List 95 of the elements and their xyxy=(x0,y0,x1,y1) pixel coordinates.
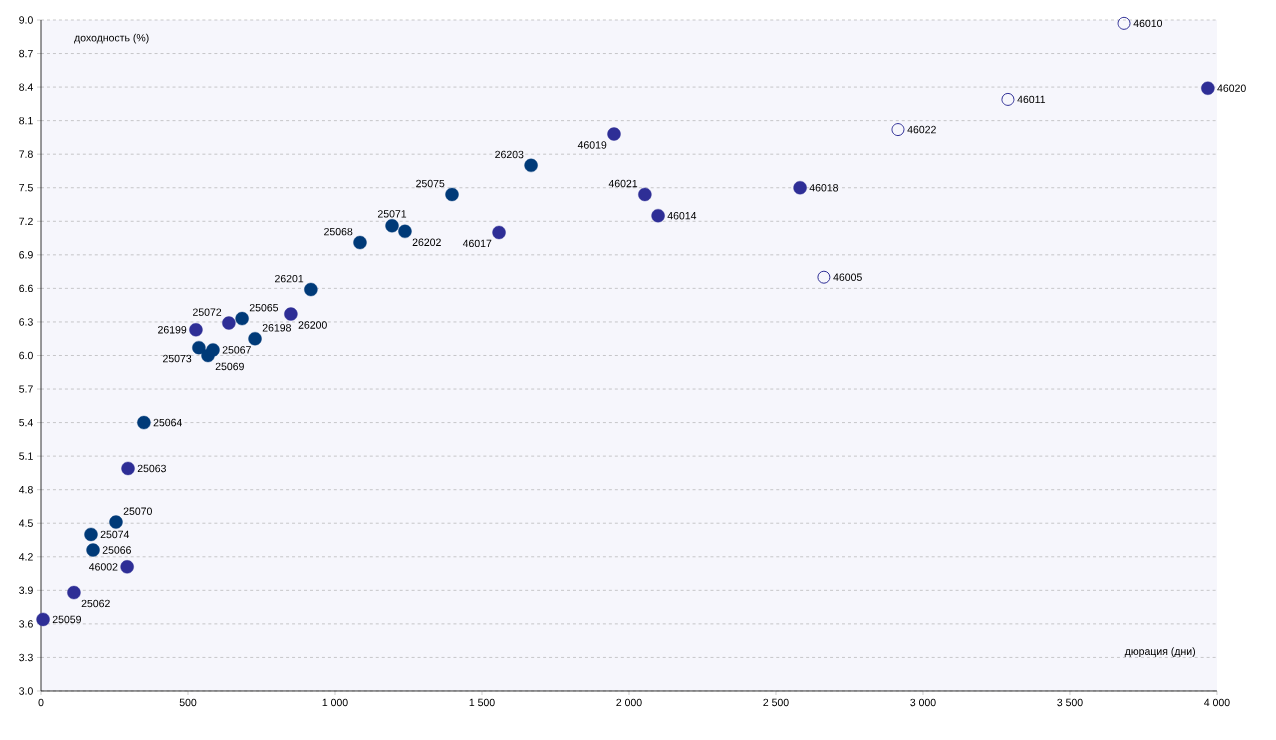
point xyxy=(284,307,298,321)
point xyxy=(817,270,831,284)
y-tick-label: 6.9 xyxy=(19,251,33,259)
y-tick-label: 7.5 xyxy=(19,184,33,192)
y-tick-label: 9.0 xyxy=(19,16,33,24)
annotation: 25075 xyxy=(416,179,445,188)
annotation: 25063 xyxy=(137,464,166,473)
x-tick-label: 2 000 xyxy=(616,698,642,707)
annotation: 46011 xyxy=(1017,95,1046,104)
y-tick-label: 4.8 xyxy=(18,485,33,494)
point xyxy=(1201,81,1215,95)
annotation: 46010 xyxy=(1133,19,1163,28)
x-axis-title: дюрация (дни) xyxy=(1124,647,1195,658)
point xyxy=(524,158,538,173)
point xyxy=(137,415,151,430)
y-tick-label: 7.8 xyxy=(19,150,33,158)
x-tick-label: 1 000 xyxy=(322,698,348,707)
y-tick-label: 3.9 xyxy=(19,586,33,595)
annotation: 46018 xyxy=(809,184,839,192)
annotation: 25069 xyxy=(215,362,244,371)
point xyxy=(192,340,206,355)
x-tick-label: 3 000 xyxy=(910,698,936,707)
x-tick-label: 2 500 xyxy=(763,698,789,707)
y-tick-label: 8.7 xyxy=(19,49,33,58)
point xyxy=(36,612,50,627)
point xyxy=(651,209,665,223)
annotation: 25071 xyxy=(377,210,407,218)
annotation: 25066 xyxy=(102,546,131,554)
point xyxy=(121,461,135,476)
y-tick-label: 5.7 xyxy=(19,385,33,393)
annotation: 25070 xyxy=(123,507,152,515)
point xyxy=(385,219,399,233)
y-tick-label: 8.4 xyxy=(19,83,33,91)
annotation: 46019 xyxy=(577,141,607,149)
point xyxy=(84,527,98,542)
y-tick-label: 5.1 xyxy=(19,452,33,460)
annotation: 46020 xyxy=(1217,84,1246,92)
y-tick-label: 4.5 xyxy=(18,519,33,527)
annotation: 46005 xyxy=(833,273,862,281)
y-tick-label: 5.4 xyxy=(19,418,33,427)
y-tick-label: 4.2 xyxy=(18,553,33,561)
annotation: 25065 xyxy=(249,303,279,312)
annotation: 46014 xyxy=(667,211,697,220)
point xyxy=(1117,16,1131,30)
annotation: 25068 xyxy=(324,227,353,236)
point xyxy=(607,127,621,141)
point xyxy=(189,323,203,337)
annotation: 46022 xyxy=(907,125,936,134)
y-tick-label: 6.0 xyxy=(19,351,33,360)
x-tick-label: 3 500 xyxy=(1057,698,1083,707)
point xyxy=(67,585,81,600)
point xyxy=(120,560,134,574)
y-tick-label: 3.6 xyxy=(19,620,33,628)
annotation: 26202 xyxy=(412,238,441,246)
point xyxy=(222,316,236,330)
x-tick-label: 500 xyxy=(179,698,197,707)
y-tick-label: 7.2 xyxy=(19,217,33,225)
point xyxy=(1001,92,1015,106)
x-tick-label: 4 000 xyxy=(1204,698,1230,707)
point xyxy=(206,343,220,357)
annotation: 25074 xyxy=(100,530,130,539)
annotation: 26200 xyxy=(298,321,327,329)
y-tick-label: 6.6 xyxy=(19,284,33,293)
x-tick-label: 1 500 xyxy=(469,698,495,707)
y-tick-label: 8.1 xyxy=(19,116,33,125)
annotation: 26199 xyxy=(158,326,187,334)
point xyxy=(891,123,905,137)
point xyxy=(492,225,506,240)
annotation: 26201 xyxy=(275,274,304,283)
annotation: 25072 xyxy=(193,308,222,316)
point xyxy=(304,282,318,297)
annotation: 26198 xyxy=(262,324,291,332)
x-tick-label: 0 xyxy=(38,698,44,707)
point xyxy=(235,311,249,326)
annotation: 46002 xyxy=(88,563,118,571)
annotation: 25073 xyxy=(163,354,192,363)
point xyxy=(638,187,652,202)
y-axis-title: доходность (%) xyxy=(74,33,149,44)
point xyxy=(445,187,459,202)
annotation: 25064 xyxy=(153,418,182,427)
point xyxy=(398,224,412,239)
y-tick-label: 6.3 xyxy=(19,318,33,326)
annotation: 25067 xyxy=(222,346,251,354)
point xyxy=(109,515,123,529)
point xyxy=(793,181,807,195)
annotation: 46021 xyxy=(608,179,638,188)
y-tick-label: 3.3 xyxy=(19,653,33,662)
annotation: 25062 xyxy=(81,599,110,608)
annotation: 26203 xyxy=(495,150,524,159)
annotation: 25059 xyxy=(52,615,81,624)
annotation: 46017 xyxy=(462,239,492,248)
point xyxy=(248,332,262,346)
point xyxy=(353,235,367,250)
y-tick-label: 3.0 xyxy=(19,687,33,695)
point xyxy=(86,543,100,557)
